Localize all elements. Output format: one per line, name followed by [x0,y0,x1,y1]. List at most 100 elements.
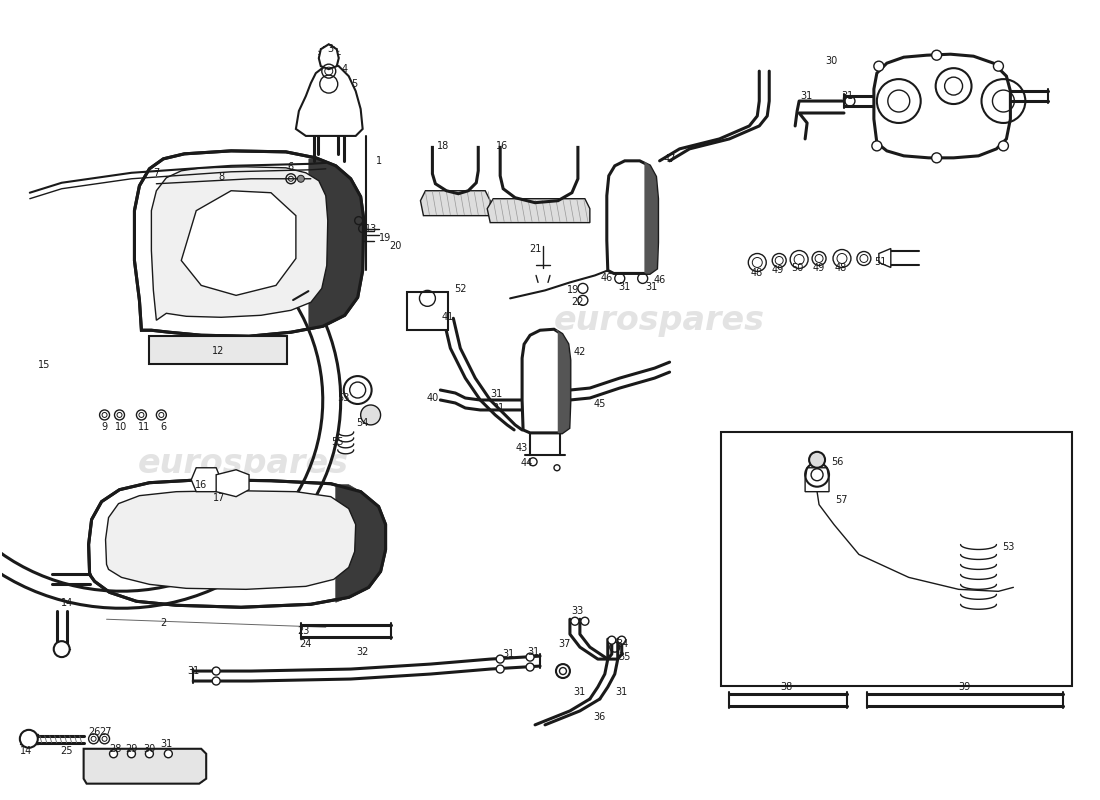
Circle shape [297,175,305,182]
Text: 31: 31 [187,666,199,676]
Text: 31: 31 [527,647,539,657]
Polygon shape [191,468,221,492]
Circle shape [837,254,847,263]
Text: 45: 45 [594,399,606,409]
Text: 4: 4 [342,64,348,74]
Circle shape [117,413,122,418]
Text: 15: 15 [37,360,50,370]
Circle shape [776,257,783,265]
Text: 55: 55 [331,437,344,447]
Circle shape [526,663,535,671]
Circle shape [812,251,826,266]
Circle shape [833,250,851,267]
Circle shape [815,254,823,262]
Circle shape [860,254,868,262]
Text: 56: 56 [830,457,844,466]
Text: 16: 16 [195,480,207,490]
Text: 38: 38 [780,682,792,692]
Circle shape [772,254,786,267]
Circle shape [212,667,220,675]
Text: 41: 41 [441,312,453,322]
Text: 6: 6 [288,162,294,172]
Circle shape [752,258,762,267]
Circle shape [145,750,153,758]
Circle shape [810,452,825,468]
Polygon shape [873,54,1011,158]
Text: 19: 19 [379,233,392,242]
Polygon shape [152,167,328,320]
Circle shape [571,618,579,626]
Polygon shape [319,44,339,69]
FancyBboxPatch shape [722,432,1072,686]
Circle shape [158,413,164,418]
Text: 51: 51 [874,258,887,267]
Text: 31: 31 [492,403,504,413]
Text: 12: 12 [212,346,224,356]
Text: 47: 47 [663,154,675,164]
Polygon shape [522,330,570,433]
FancyBboxPatch shape [150,336,287,364]
Text: 20: 20 [389,241,402,250]
Text: 29: 29 [125,744,138,754]
Circle shape [794,254,804,265]
Text: 27: 27 [99,727,112,737]
Text: 9: 9 [101,422,108,432]
Text: 32: 32 [356,647,369,657]
Circle shape [496,655,504,663]
Text: 46: 46 [601,274,613,283]
Text: 50: 50 [791,263,803,274]
Text: 39: 39 [958,682,970,692]
Text: 31: 31 [616,687,628,697]
Text: 31: 31 [800,91,812,101]
Text: 31: 31 [574,687,586,697]
Text: 31: 31 [646,282,658,292]
Text: 6: 6 [161,422,166,432]
Circle shape [526,653,535,661]
Text: 8: 8 [218,172,224,182]
Polygon shape [106,490,355,590]
Circle shape [164,750,173,758]
Text: 28: 28 [109,744,122,754]
Circle shape [932,153,942,163]
Text: 25: 25 [60,746,73,756]
Text: 24: 24 [299,639,312,649]
Circle shape [110,750,118,758]
Text: 22: 22 [572,298,584,307]
Text: 42: 42 [574,347,586,357]
Polygon shape [879,249,891,267]
Polygon shape [487,198,590,222]
Text: 30: 30 [825,56,837,66]
Text: 57: 57 [835,494,847,505]
Circle shape [873,61,883,71]
FancyBboxPatch shape [407,292,449,330]
Polygon shape [296,63,363,136]
Circle shape [857,251,871,266]
Circle shape [212,677,220,685]
Circle shape [102,413,107,418]
Circle shape [128,750,135,758]
Text: 13: 13 [364,223,376,234]
Text: 21: 21 [529,243,541,254]
Circle shape [748,254,767,271]
Text: 5: 5 [352,79,358,89]
Circle shape [20,730,37,748]
Text: 53: 53 [338,393,350,403]
Text: 31: 31 [491,389,503,399]
Text: 46: 46 [653,275,666,286]
Text: 17: 17 [213,493,226,502]
Circle shape [932,50,942,60]
Polygon shape [84,749,206,784]
Text: 37: 37 [559,639,571,649]
Text: 23: 23 [298,626,310,636]
Circle shape [361,405,381,425]
Text: 48: 48 [835,263,847,274]
Text: 19: 19 [566,286,579,295]
Text: 26: 26 [88,727,101,737]
Text: 35: 35 [618,652,631,662]
Text: 44: 44 [521,458,534,468]
Text: 49: 49 [813,263,825,274]
Text: 52: 52 [454,284,466,294]
Text: 31: 31 [840,91,854,101]
Text: 31: 31 [161,739,173,749]
Text: 14: 14 [60,598,73,608]
